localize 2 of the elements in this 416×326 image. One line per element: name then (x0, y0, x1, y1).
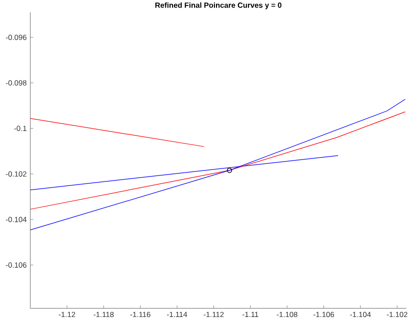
line-series (30, 112, 406, 210)
line-series (30, 98, 406, 230)
